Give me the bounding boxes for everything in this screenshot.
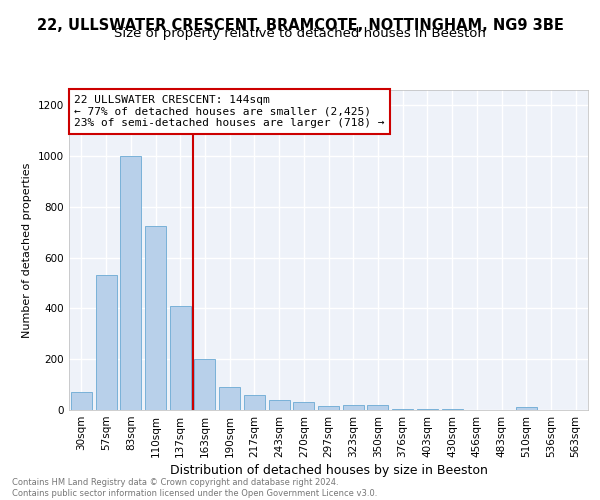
Bar [367, 406, 388, 410]
Bar [343, 405, 364, 410]
Text: Contains HM Land Registry data © Crown copyright and database right 2024.
Contai: Contains HM Land Registry data © Crown c… [12, 478, 377, 498]
Text: 22, ULLSWATER CRESCENT, BRAMCOTE, NOTTINGHAM, NG9 3BE: 22, ULLSWATER CRESCENT, BRAMCOTE, NOTTIN… [37, 18, 563, 32]
Bar [219, 387, 240, 410]
Text: Size of property relative to detached houses in Beeston: Size of property relative to detached ho… [114, 28, 486, 40]
Bar [392, 408, 413, 410]
Bar [516, 408, 537, 410]
Text: 22 ULLSWATER CRESCENT: 144sqm
← 77% of detached houses are smaller (2,425)
23% o: 22 ULLSWATER CRESCENT: 144sqm ← 77% of d… [74, 95, 385, 128]
Bar [318, 406, 339, 410]
Bar [293, 402, 314, 410]
X-axis label: Distribution of detached houses by size in Beeston: Distribution of detached houses by size … [170, 464, 487, 477]
Bar [194, 359, 215, 410]
Bar [95, 276, 116, 410]
Bar [417, 409, 438, 410]
Bar [244, 396, 265, 410]
Y-axis label: Number of detached properties: Number of detached properties [22, 162, 32, 338]
Bar [145, 226, 166, 410]
Bar [120, 156, 141, 410]
Bar [269, 400, 290, 410]
Bar [71, 392, 92, 410]
Bar [170, 306, 191, 410]
